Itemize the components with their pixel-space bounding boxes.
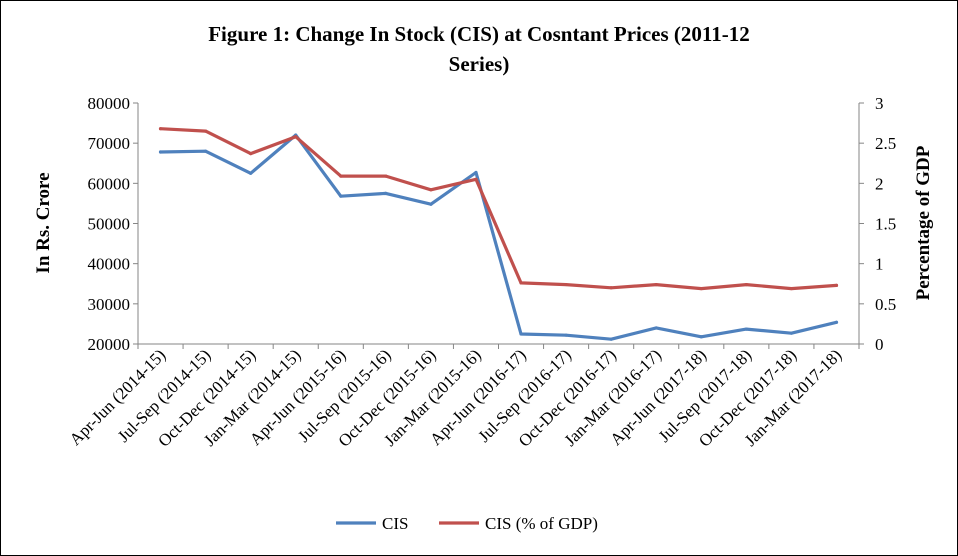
y-right-tick-label: 2.5 <box>875 134 896 153</box>
y-right-tick-label: 0 <box>875 335 884 354</box>
series-1-point <box>789 286 794 291</box>
series-1-point <box>294 135 298 139</box>
y-left-tick-label: 80000 <box>88 94 131 113</box>
series-0-point <box>564 333 568 337</box>
y-right-tick-label: 1 <box>875 255 884 274</box>
series-1-point <box>203 129 208 133</box>
y-right-tick-label: 2 <box>875 174 884 193</box>
series-1-point <box>834 283 839 287</box>
series-1-point <box>609 286 613 290</box>
series-1-point <box>699 286 703 291</box>
series-0-point <box>834 320 839 324</box>
series-1-point <box>339 174 343 178</box>
series-0-point <box>744 327 748 331</box>
series-1-point <box>158 127 163 131</box>
y-right-tick-label: 1.5 <box>875 215 896 234</box>
y-left-tick-label: 40000 <box>88 255 131 274</box>
series-line-1 <box>158 127 839 291</box>
y-right-tick-label: 3 <box>875 94 884 113</box>
series-1-point <box>564 282 568 287</box>
series-line-0 <box>158 133 839 341</box>
series-1-point <box>474 177 478 181</box>
series-1-point <box>744 282 748 287</box>
y-left-tick-label: 30000 <box>88 295 131 314</box>
series-0-point <box>789 331 794 335</box>
series-0-point <box>429 202 433 206</box>
y-left-tick-label: 60000 <box>88 174 131 193</box>
legend-label-0: CIS <box>382 514 408 533</box>
y-left-tick-label: 50000 <box>88 215 131 234</box>
series-0-point <box>699 335 703 339</box>
series-0-point <box>384 191 388 195</box>
series-1-point <box>249 152 253 156</box>
series-1-point <box>429 188 433 192</box>
series-0-point <box>654 326 658 330</box>
y-right-tick-label: 0.5 <box>875 295 896 314</box>
y-left-tick-label: 20000 <box>88 335 131 354</box>
y-axis-title-right: Percentage of GDP <box>913 145 934 300</box>
series-1-point <box>654 282 658 287</box>
chart-title-line-1: Figure 1: Change In Stock (CIS) at Cosnt… <box>208 22 750 46</box>
series-1-point <box>519 281 523 285</box>
y-left-tick-label: 70000 <box>88 134 131 153</box>
series-0-point <box>203 149 208 153</box>
series-0-point <box>158 150 163 154</box>
chart-title-line-2: Series) <box>449 52 510 76</box>
series-0-point <box>474 170 478 175</box>
series-1-point <box>384 174 388 178</box>
series-0-point <box>249 171 253 175</box>
series-0-point <box>339 194 343 198</box>
series-0-point <box>519 332 523 336</box>
y-axis-title-left: In Rs. Crore <box>33 172 54 273</box>
legend-label-1: CIS (% of GDP) <box>485 514 598 533</box>
series-0-point <box>609 337 613 341</box>
